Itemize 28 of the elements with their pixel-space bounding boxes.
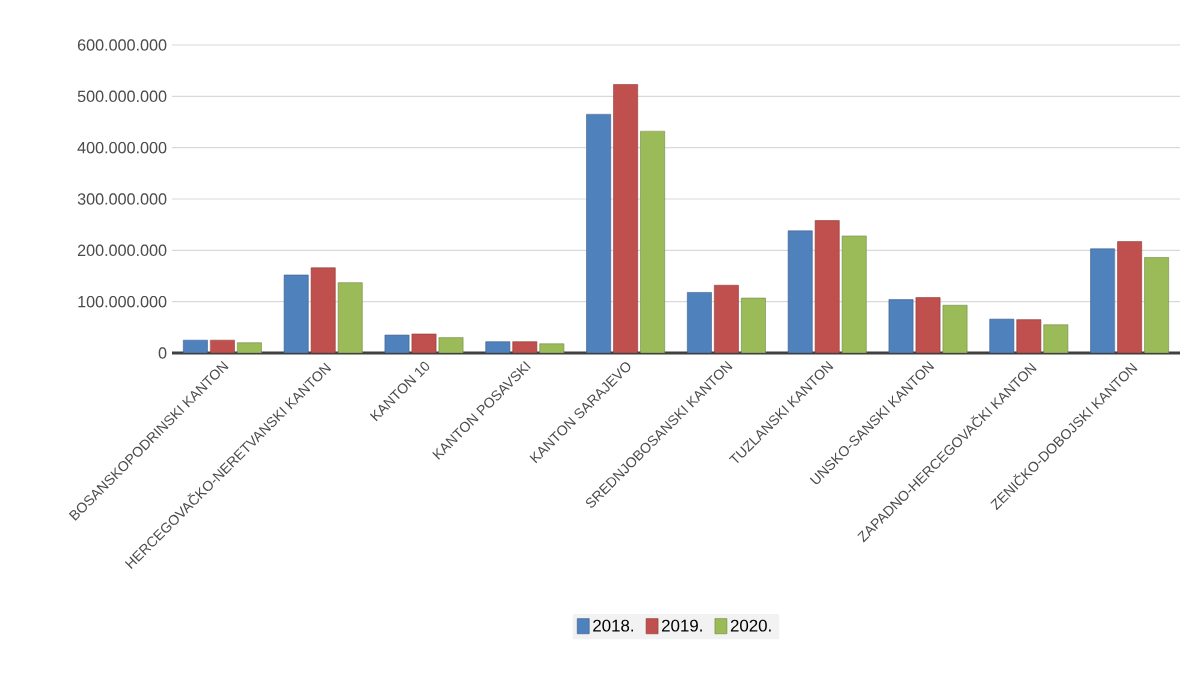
bar (814, 220, 840, 353)
bar (283, 274, 309, 353)
y-tick-label: 300.000.000 (77, 193, 167, 205)
y-tick-label: 0 (158, 347, 167, 359)
bar (1090, 248, 1115, 353)
bar (586, 114, 611, 353)
y-tick-label: 100.000.000 (78, 295, 167, 308)
bar (1117, 241, 1142, 353)
legend-label: 2019. (662, 619, 702, 632)
bar (714, 284, 739, 353)
bar (1043, 324, 1069, 353)
y-tick-label: 500.000.000 (77, 90, 167, 103)
y-tick-label: 600.000.000 (77, 39, 167, 51)
bar (687, 292, 712, 353)
bar (741, 297, 766, 353)
bar (989, 318, 1015, 353)
bar (640, 130, 665, 353)
bar (310, 267, 336, 353)
bar (337, 282, 363, 353)
legend-label: 2018. (593, 619, 634, 632)
legend-label: 2020. (730, 619, 771, 632)
y-tick-label: 200.000.000 (77, 244, 167, 257)
bar (613, 84, 638, 353)
bar (787, 230, 813, 353)
y-tick-label: 400.000.000 (77, 141, 167, 154)
bar (1144, 257, 1169, 353)
bar (841, 235, 867, 353)
bar (1016, 319, 1042, 353)
